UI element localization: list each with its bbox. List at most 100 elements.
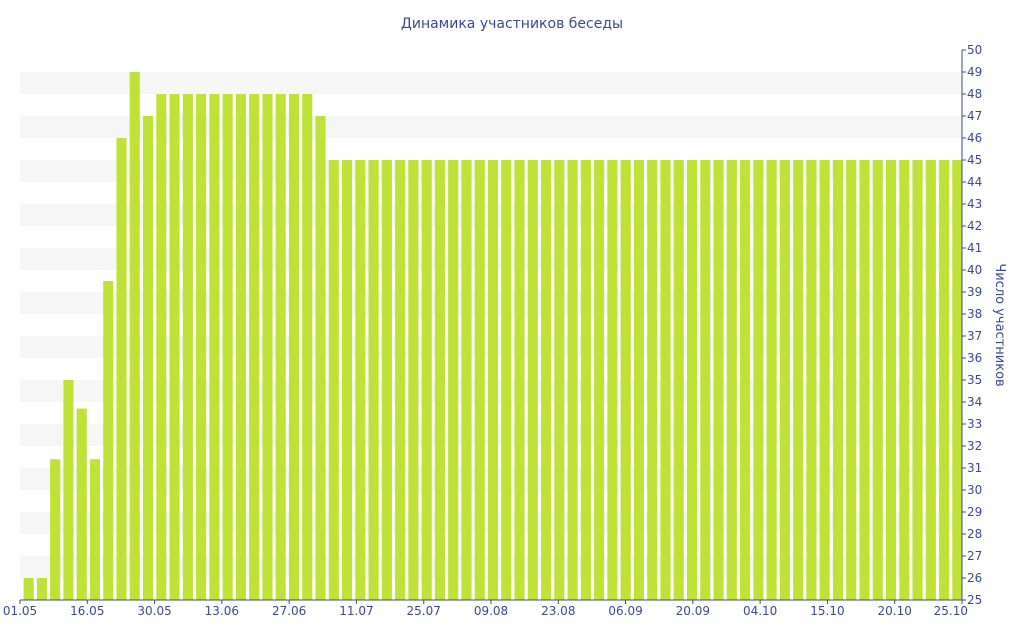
- bar: [686, 160, 698, 600]
- bar: [501, 160, 512, 600]
- y-axis: 25 26 27 28 29 30 31 32 33 34 35 36 37 38 39 40 41 42 43 44…: [961, 43, 982, 607]
- chart-title: Динамика участников беседы: [401, 16, 623, 32]
- x-tick-label: 30.05: [137, 604, 171, 618]
- x-tick-label: 01.05: [3, 604, 37, 618]
- bar: [487, 160, 499, 600]
- bar: [474, 160, 485, 600]
- bar: [527, 160, 538, 600]
- bar: [620, 160, 631, 600]
- x-tick-label: 09.08: [474, 604, 508, 618]
- y-tick-label: 33: [967, 417, 982, 431]
- bar: [554, 160, 565, 600]
- grid-band: [20, 72, 962, 94]
- bar: [381, 160, 392, 600]
- bar: [567, 160, 578, 600]
- bar: [76, 408, 87, 600]
- bar: [580, 160, 591, 600]
- bar: [660, 160, 671, 600]
- bar: [779, 160, 790, 600]
- x-tick-label: 13.06: [205, 604, 239, 618]
- y-tick-label: 46: [967, 131, 982, 145]
- x-tick-label: 16.05: [70, 604, 104, 618]
- bar: [50, 459, 61, 600]
- y-tick-label: 41: [967, 241, 982, 255]
- bar: [103, 281, 114, 600]
- y-tick-label: 31: [967, 461, 982, 475]
- x-tick-label: 06.09: [608, 604, 642, 618]
- y-tick-label: 43: [967, 197, 982, 211]
- x-tick-label: 15.10: [810, 604, 844, 618]
- y-tick-label: 35: [967, 373, 982, 387]
- bar: [925, 160, 936, 600]
- bar: [355, 160, 366, 600]
- bar: [607, 160, 618, 600]
- bar: [434, 160, 445, 600]
- y-tick-label: 42: [967, 219, 982, 233]
- bar: [912, 160, 923, 600]
- bar: [408, 160, 419, 600]
- bar: [872, 160, 883, 600]
- bar: [116, 138, 127, 600]
- bar: [235, 94, 246, 600]
- y-tick-label: 50: [967, 43, 982, 57]
- bar: [342, 160, 353, 600]
- bar: [169, 94, 180, 600]
- bar: [448, 160, 459, 600]
- bar: [793, 160, 804, 600]
- bar: [832, 160, 843, 600]
- bar: [633, 160, 644, 600]
- y-tick-label: 32: [967, 439, 982, 453]
- bar: [196, 94, 207, 600]
- y-tick-label: 34: [967, 395, 982, 409]
- bar: [541, 160, 552, 600]
- bar: [673, 160, 684, 600]
- bar: [514, 160, 525, 600]
- x-tick-label: 23.08: [541, 604, 575, 618]
- bar: [275, 94, 286, 600]
- bars: [23, 72, 963, 600]
- bar: [647, 160, 658, 600]
- bar: [899, 160, 910, 600]
- x-tick-label: 25.10: [934, 604, 968, 618]
- y-tick-label: 30: [967, 483, 982, 497]
- bar: [262, 94, 273, 600]
- bar: [846, 160, 857, 600]
- y-tick-label: 28: [967, 527, 982, 541]
- y-tick-label: 47: [967, 109, 982, 123]
- y-tick-label: 26: [967, 571, 982, 585]
- bar: [952, 160, 963, 600]
- bar: [182, 94, 193, 600]
- y-tick-label: 36: [967, 351, 982, 365]
- bar: [885, 160, 897, 600]
- y-tick-label: 39: [967, 285, 982, 299]
- x-axis: 01.05 16.05 30.05 13.06 27.06 11.07 25.07 09.08…: [3, 599, 968, 618]
- bar: [700, 160, 711, 600]
- x-tick-label: 25.07: [407, 604, 441, 618]
- bar: [939, 160, 950, 600]
- y-tick-label: 37: [967, 329, 982, 343]
- bar: [156, 94, 167, 600]
- bar: [859, 160, 870, 600]
- y-tick-label: 44: [967, 175, 982, 189]
- x-tick-label: 27.06: [272, 604, 306, 618]
- bar: [753, 160, 764, 600]
- bar: [209, 94, 220, 600]
- bar: [143, 116, 154, 600]
- y-tick-label: 40: [967, 263, 982, 277]
- y-tick-label: 27: [967, 549, 982, 563]
- bar: [222, 94, 233, 600]
- bar: [395, 160, 406, 600]
- bar: [819, 160, 830, 600]
- bar: [740, 160, 751, 600]
- bar: [461, 160, 472, 600]
- bar: [89, 459, 101, 600]
- x-tick-label: 20.10: [878, 604, 912, 618]
- bar: [368, 160, 379, 600]
- bar: [288, 94, 300, 600]
- y-tick-label: 49: [967, 65, 982, 79]
- bar: [421, 160, 432, 600]
- y-tick-label: 38: [967, 307, 982, 321]
- x-tick-label: 20.09: [676, 604, 710, 618]
- bar: [23, 578, 34, 600]
